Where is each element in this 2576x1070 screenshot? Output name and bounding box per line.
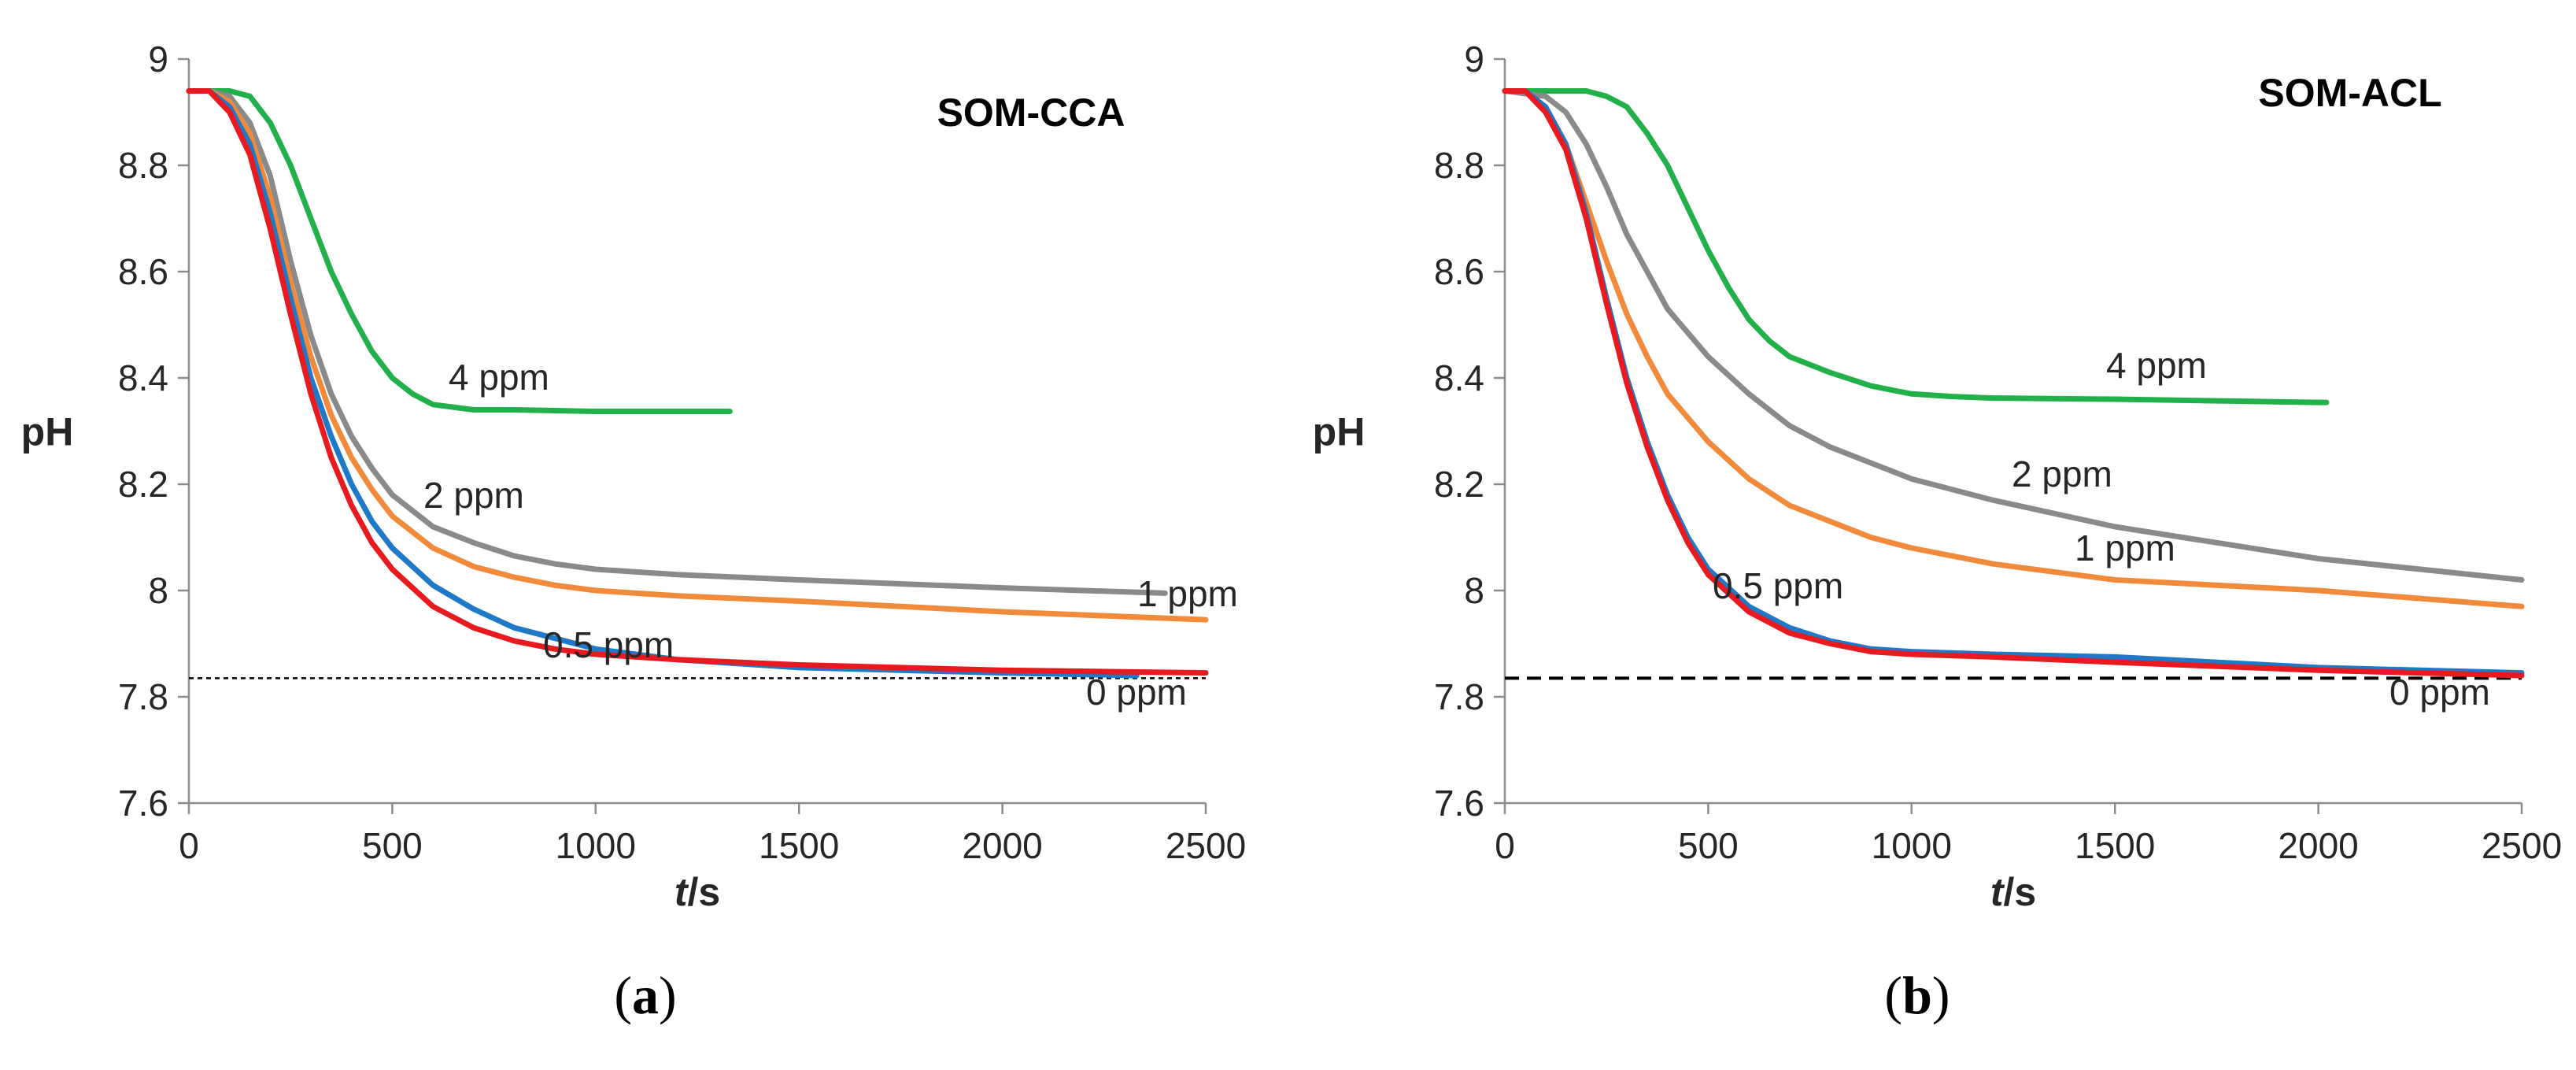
y-tick-label-a: 8.2 [118,464,168,505]
series-label-2-ppm-b: 2 ppm [2012,454,2112,494]
y-tick-label-a: 7.6 [118,783,168,824]
x-tick-label-a: 2000 [962,825,1042,866]
y-tick-label-b: 7.8 [1434,676,1484,717]
series-line-0-ppm-a [186,88,1209,676]
chart-panel-a: 7.6 7.8 8 8.2 8.4 8.6 8.8 9 0 500 1000 1500 2000 2500… [0,0,1288,961]
caption-b-letter: b [1902,965,1932,1025]
x-tick-label-b: 500 [1678,825,1739,866]
series-line-4-ppm-b [1502,88,2330,405]
series-line-1-ppm-b [1502,88,2525,609]
y-tick-label-a: 8.4 [118,357,168,398]
series-line-4-ppm-a [186,88,733,414]
x-tick-label-a: 2500 [1166,825,1246,866]
y-tick-label-a: 9 [148,39,168,80]
series-label-1-ppm-a: 1 ppm [1137,573,1238,614]
chart-title-a: SOM-CCA [937,91,1125,135]
y-tick-label-b: 7.6 [1434,783,1484,824]
x-tick-label-b: 2000 [2278,825,2358,866]
y-axis-label-a: pH [21,410,74,454]
y-tick-label-a: 8 [148,570,168,611]
series-line-2-ppm-a [186,88,1168,596]
chart-panel-b: 7.6 7.8 8 8.2 8.4 8.6 8.8 9 0 500 1000 1500 2000 2500… [1288,0,2575,961]
y-axis-label-b: pH [1313,410,1366,454]
x-axis-label-a: t/s [674,870,720,914]
series-line-2-ppm-b [1502,88,2525,583]
series-line-0-ppm-b [1502,88,2525,679]
caption-a: (a) [614,965,677,1025]
y-tick-label-b: 9 [1464,39,1484,80]
x-tick-label-b: 2500 [2482,825,2562,866]
series-label-1-ppm-b: 1 ppm [2075,528,2175,568]
chart-title-b: SOM-ACL [2258,71,2441,115]
y-tick-label-a: 8.6 [118,251,168,292]
x-tick-label-a: 1500 [759,825,839,866]
series-label-4-ppm-a: 4 ppm [449,357,549,398]
x-tick-label-b: 0 [1495,825,1515,866]
chart-svg-b: 7.6 7.8 8 8.2 8.4 8.6 8.8 9 0 500 1000 1500 2000 2500… [1313,39,2563,914]
series-line-0_5-ppm-b [1502,88,2525,676]
y-tick-label-b: 8.2 [1434,464,1484,505]
series-label-0-ppm-b: 0 ppm [2389,672,2490,713]
series-label-4-ppm-b: 4 ppm [2106,345,2207,386]
y-tick-label-b: 8 [1464,570,1484,611]
x-tick-label-a: 1000 [556,825,636,866]
caption-b: (b) [1884,965,1950,1025]
x-tick-label-a: 500 [362,825,423,866]
series-label-0_5-ppm-b: 0.5 ppm [1713,565,1843,606]
y-tick-label-a: 8.8 [118,145,168,186]
series-label-0-ppm-a: 0 ppm [1086,672,1187,713]
chart-svg-a: 7.6 7.8 8 8.2 8.4 8.6 8.8 9 0 500 1000 1500 2000 2500… [21,39,1247,914]
caption-a-letter: a [632,965,659,1025]
y-tick-label-b: 8.6 [1434,251,1484,292]
x-axis-label-b: t/s [1990,870,2036,914]
series-label-2-ppm-a: 2 ppm [423,475,524,516]
series-label-0_5-ppm-a: 0.5 ppm [543,624,674,665]
x-tick-label-b: 1500 [2075,825,2155,866]
x-tick-label-b: 1000 [1872,825,1952,866]
y-tick-label-a: 7.8 [118,676,168,717]
y-tick-label-b: 8.8 [1434,145,1484,186]
x-tick-label-a: 0 [179,825,199,866]
y-tick-label-b: 8.4 [1434,357,1484,398]
series-line-1-ppm-a [186,88,1209,623]
